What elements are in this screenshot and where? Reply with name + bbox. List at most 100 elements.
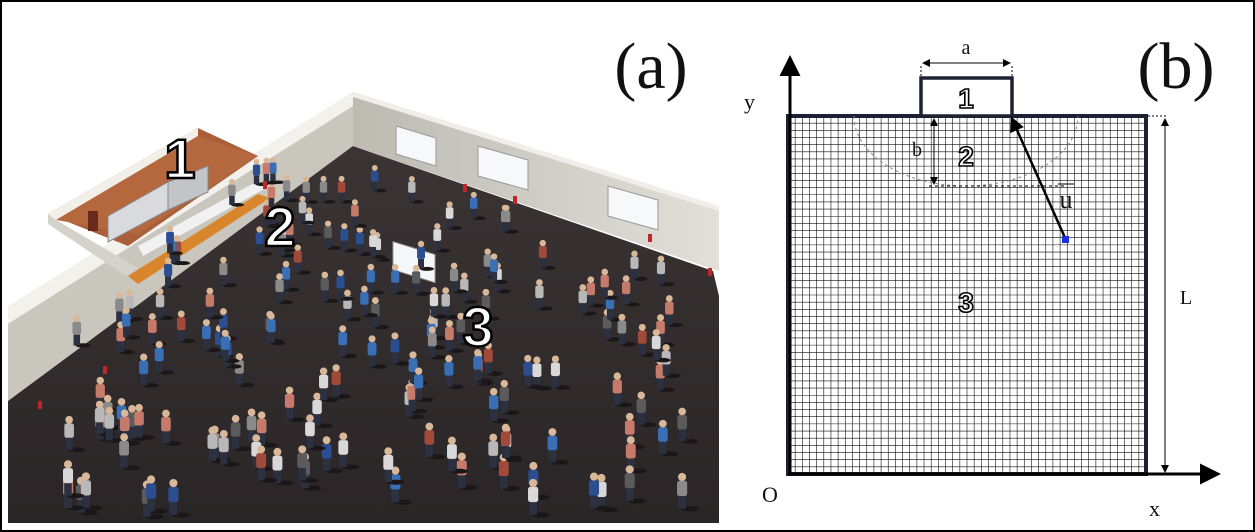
person-figure <box>228 178 244 207</box>
person-figure <box>168 478 191 518</box>
schematic-panel-b: a b L y x O u 1 2 3 (b) <box>724 6 1248 523</box>
dim-b-label: b <box>912 139 922 161</box>
zone-label-3: 3 <box>462 295 493 358</box>
person-figure <box>275 273 293 305</box>
person-figure <box>481 288 500 321</box>
kitchen-back-wall <box>48 128 198 220</box>
person-figure <box>656 255 675 287</box>
person-figure <box>119 433 141 471</box>
kitchen-wood-wall <box>56 136 258 234</box>
person-figure <box>625 436 647 474</box>
person-figure <box>205 287 224 320</box>
person-figure <box>369 229 386 259</box>
person-figure <box>161 409 182 446</box>
person-figure <box>319 367 339 403</box>
person-figure <box>355 226 373 257</box>
person-figure <box>154 341 174 375</box>
person-figure <box>336 269 354 301</box>
person-figure <box>489 387 509 424</box>
person-figure <box>490 253 508 284</box>
person-figure <box>337 175 354 204</box>
person-figure <box>617 313 637 347</box>
person-figure <box>445 201 462 231</box>
zone-label-3-b: 3 <box>958 287 974 318</box>
person-figure <box>371 297 390 330</box>
wall-marker <box>513 196 517 204</box>
zone-label-1: 1 <box>164 127 195 190</box>
wall-marker <box>708 268 712 276</box>
person-figure <box>281 260 300 292</box>
dim-a-label: a <box>962 37 971 59</box>
y-axis-label: y <box>744 89 755 114</box>
window <box>607 185 659 231</box>
person-figure <box>272 447 294 486</box>
person-figure <box>256 411 278 448</box>
person-figure <box>500 423 522 461</box>
person-figure <box>523 354 543 390</box>
counter <box>128 194 270 284</box>
person-figure <box>408 175 424 204</box>
person-figure <box>72 314 91 348</box>
person-figure <box>588 472 611 511</box>
person-figure <box>586 276 605 308</box>
person-figure <box>366 263 385 295</box>
person-figure <box>80 472 103 511</box>
person-figure <box>532 356 552 391</box>
wall-marker <box>38 401 42 409</box>
vector-u <box>1010 116 1068 241</box>
person-figure <box>449 262 468 294</box>
person-figure <box>155 288 174 320</box>
person-figure <box>139 353 159 388</box>
person-figure <box>282 174 299 203</box>
wall-marker <box>463 184 467 192</box>
person-figure <box>277 228 295 258</box>
person-figure <box>320 271 339 303</box>
person-figure <box>483 342 503 376</box>
panel-label-b: (b) <box>1138 30 1215 103</box>
wall-marker <box>648 234 652 242</box>
person-figure <box>390 466 412 505</box>
person-figure <box>64 415 85 453</box>
person-figure <box>538 239 556 270</box>
person-figure <box>218 429 240 467</box>
person-figure <box>412 264 430 296</box>
person-figure <box>469 191 486 221</box>
cell-grid <box>787 115 1147 475</box>
person-figure <box>312 392 333 429</box>
person-figure <box>324 220 341 250</box>
person-figure <box>433 223 450 253</box>
person-figure <box>351 199 368 228</box>
zone-label-2: 2 <box>264 195 295 258</box>
person-figure <box>371 165 387 193</box>
person-figure <box>62 460 85 499</box>
person-figure <box>262 157 279 185</box>
zone-label-2-b: 2 <box>958 141 974 172</box>
agent-point <box>1062 236 1069 243</box>
person-figure <box>624 465 647 504</box>
person-figure <box>293 244 311 275</box>
person-figure <box>444 355 464 390</box>
person-figure <box>473 349 493 384</box>
wall-marker <box>263 181 267 189</box>
wall-marker <box>103 366 107 374</box>
person-figure <box>547 428 569 465</box>
window <box>477 145 529 191</box>
room-scene: 1 2 3 (a) <box>8 6 719 523</box>
person-figure <box>612 372 633 408</box>
person-figure <box>343 289 362 322</box>
person-figure <box>665 295 684 328</box>
window <box>395 125 437 167</box>
panel-label-a: (a) <box>614 30 687 103</box>
person-figure <box>630 250 648 281</box>
person-figure <box>360 285 379 318</box>
person-figure <box>383 447 405 485</box>
zone-label-1-b: 1 <box>958 83 974 114</box>
person-figure <box>269 156 285 185</box>
person-figure <box>677 472 699 512</box>
person-figure <box>441 287 460 320</box>
person-figure <box>578 284 597 316</box>
person-figure <box>367 335 387 369</box>
person-figure <box>528 478 550 518</box>
person-figure <box>600 268 619 300</box>
person-figure <box>340 223 357 253</box>
